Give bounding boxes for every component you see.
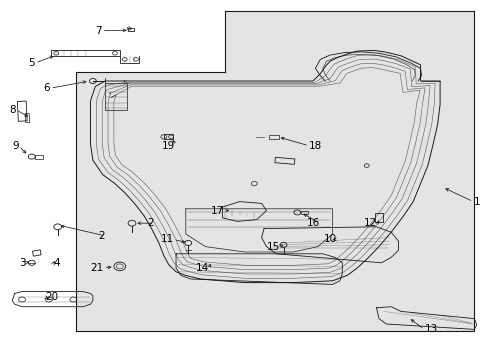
Text: 1: 1 [472, 197, 479, 207]
Text: 4: 4 [54, 258, 61, 268]
Bar [32, 250, 41, 256]
Polygon shape [224, 11, 473, 72]
Text: 18: 18 [308, 141, 322, 151]
Text: 15: 15 [266, 242, 279, 252]
Text: 16: 16 [306, 218, 320, 228]
Text: 10: 10 [324, 234, 337, 244]
Polygon shape [76, 72, 473, 331]
Bar [274, 157, 294, 165]
Text: 17: 17 [210, 206, 224, 216]
Bar [25, 113, 30, 123]
Text: 21: 21 [90, 263, 103, 273]
Text: 20: 20 [45, 292, 58, 302]
Bar [300, 211, 307, 214]
Bar [127, 27, 134, 31]
Bar [164, 134, 173, 139]
Text: 2: 2 [98, 231, 105, 241]
Text: 11: 11 [160, 234, 173, 244]
Bar [17, 101, 27, 121]
Text: 12: 12 [364, 218, 377, 228]
Bar [35, 155, 43, 158]
Text: 7: 7 [95, 26, 102, 36]
Text: 3: 3 [19, 258, 25, 268]
Text: 2: 2 [147, 218, 154, 228]
Text: 5: 5 [28, 58, 35, 68]
Text: 6: 6 [43, 83, 50, 93]
Bar [374, 213, 383, 222]
Text: 13: 13 [424, 324, 437, 334]
Text: 19: 19 [162, 141, 175, 151]
Text: 14: 14 [196, 263, 209, 273]
Text: 8: 8 [9, 105, 16, 115]
Text: 9: 9 [12, 141, 19, 151]
Bar [268, 135, 278, 139]
